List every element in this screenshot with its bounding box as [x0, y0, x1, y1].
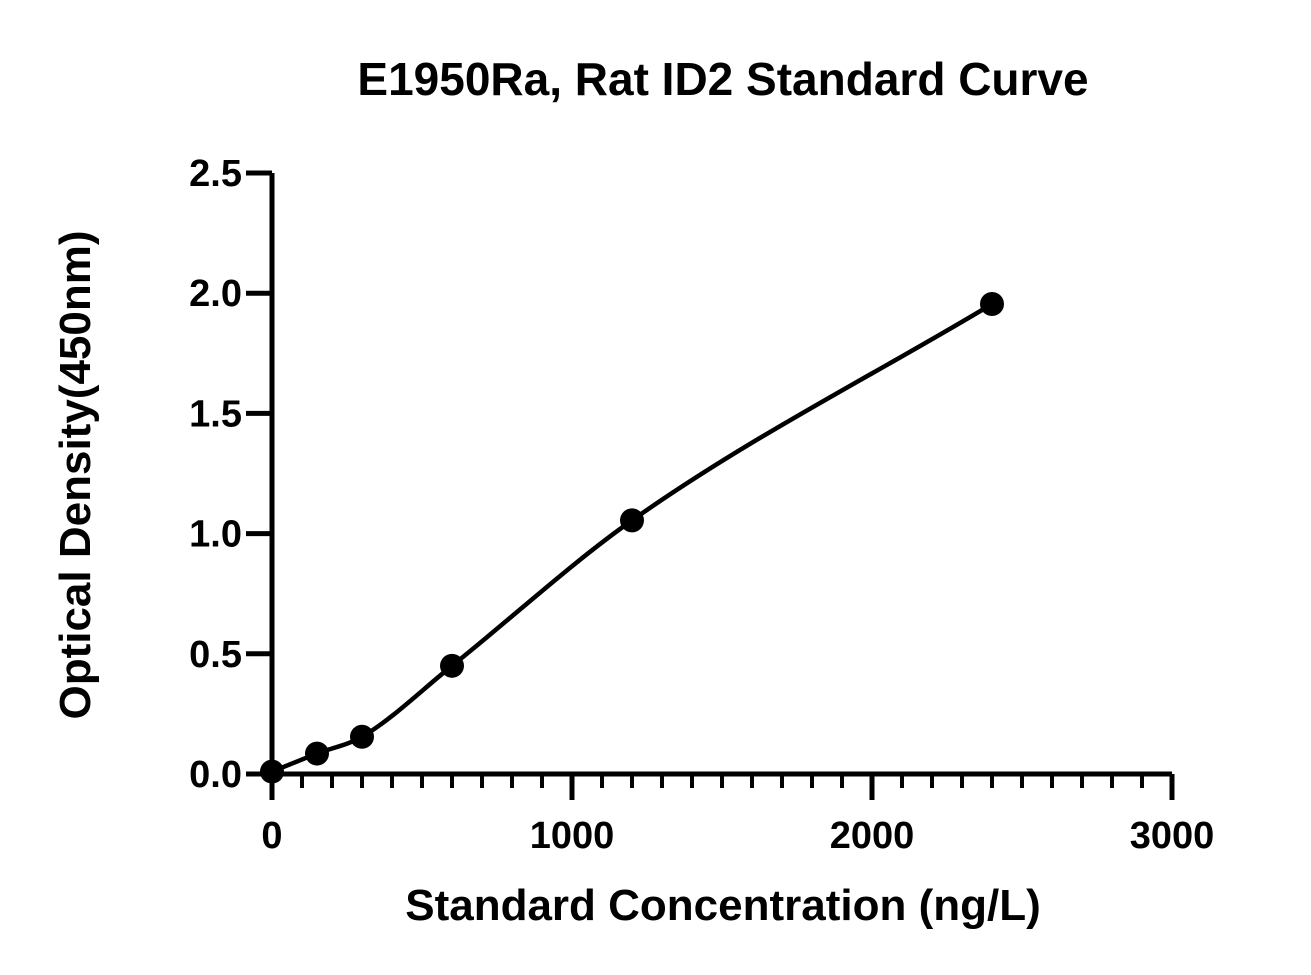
x-tick-label: 2000 — [830, 815, 915, 857]
data-point — [440, 653, 464, 678]
points-layer — [260, 292, 1004, 784]
x-axis-label: Standard Concentration (ng/L) — [405, 881, 1041, 930]
axes-layer: 0.0 0.5 1.0 1.5 2.0 2.5 0 1000 2000 3000 — [189, 153, 1214, 857]
y-tick-label: 1.0 — [189, 514, 242, 556]
x-tick-label: 1000 — [530, 815, 615, 857]
y-tick-label: 2.5 — [189, 153, 242, 195]
y-tick-label: 2.0 — [189, 273, 242, 315]
data-point — [980, 292, 1004, 317]
curve-layer — [269, 301, 995, 774]
data-point — [350, 724, 374, 749]
data-point — [305, 741, 329, 766]
x-tick-label: 3000 — [1130, 815, 1215, 857]
chart-title: E1950Ra, Rat ID2 Standard Curve — [357, 53, 1088, 105]
data-point — [620, 508, 644, 533]
y-tick-label: 1.5 — [189, 393, 242, 435]
x-tick-label: 0 — [261, 815, 282, 857]
y-tick-label: 0.0 — [189, 754, 242, 796]
y-axis-label: Optical Density(450nm) — [51, 230, 100, 719]
fit-curve-line — [269, 301, 995, 774]
y-tick-label: 0.5 — [189, 634, 242, 676]
data-point — [260, 759, 284, 784]
